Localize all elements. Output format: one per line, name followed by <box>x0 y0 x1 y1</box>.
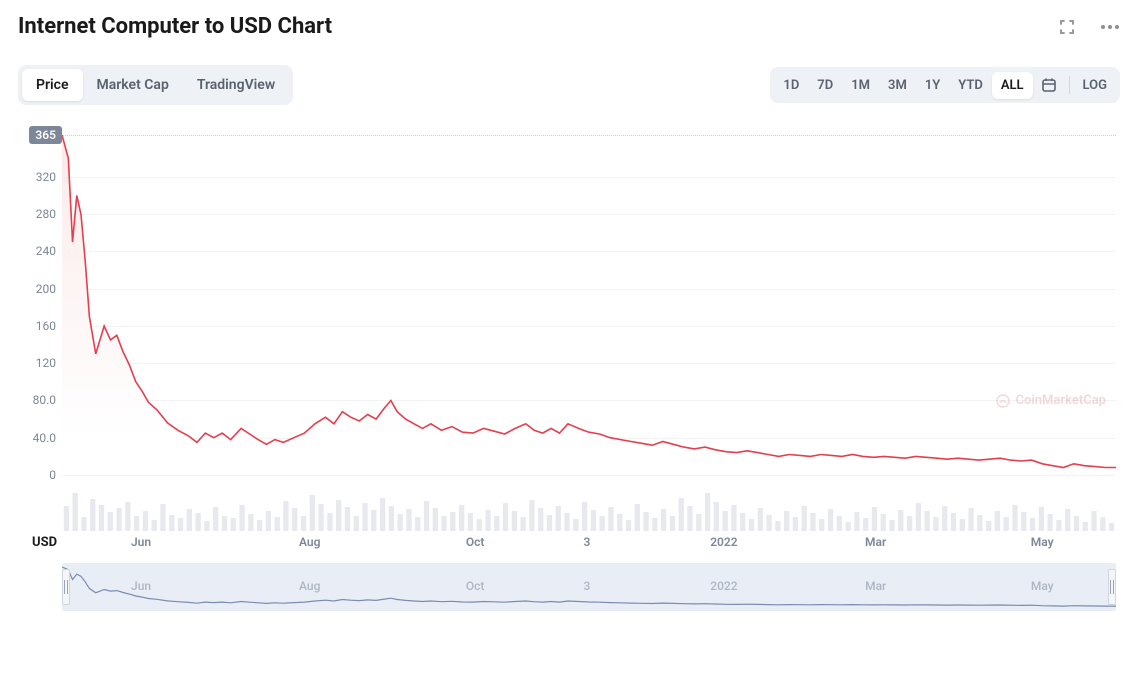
x-tick: 3 <box>583 535 590 549</box>
x-tick: Jun <box>131 535 151 549</box>
calendar-icon[interactable] <box>1033 71 1065 99</box>
overview-x-tick: Jun <box>131 579 151 593</box>
y-tick: 160 <box>36 319 56 333</box>
tab-price[interactable]: Price <box>22 69 83 101</box>
range-1y[interactable]: 1Y <box>916 72 949 99</box>
page-title: Internet Computer to USD Chart <box>18 14 332 39</box>
range-all[interactable]: ALL <box>992 72 1033 99</box>
metric-tabs: Price Market Cap TradingView <box>18 65 293 105</box>
overview-x-tick: May <box>1031 579 1054 593</box>
y-tick: 40.0 <box>33 431 56 445</box>
header: Internet Computer to USD Chart <box>18 14 1120 39</box>
more-icon[interactable] <box>1100 24 1120 30</box>
overview-x-tick: 3 <box>583 579 590 593</box>
y-tick: 120 <box>36 356 56 370</box>
x-tick: Mar <box>865 535 886 549</box>
price-chart: 040.080.0120160200240280320365 CoinMarke… <box>62 135 1116 611</box>
x-tick: Aug <box>299 535 320 549</box>
y-tick: 280 <box>36 207 56 221</box>
separator <box>1069 76 1070 94</box>
y-tick: 80.0 <box>33 393 56 407</box>
fullscreen-icon[interactable] <box>1058 18 1076 36</box>
x-tick: 2022 <box>710 535 737 549</box>
range-3m[interactable]: 3M <box>879 72 916 99</box>
x-tick: Oct <box>466 535 485 549</box>
controls: Price Market Cap TradingView 1D 7D 1M 3M… <box>18 65 1120 105</box>
range-1m[interactable]: 1M <box>842 72 879 99</box>
currency-label: USD <box>32 535 57 550</box>
volume-bars <box>62 475 1116 531</box>
overview-x-tick: 2022 <box>710 579 737 593</box>
y-tick: 200 <box>36 282 56 296</box>
overview-x-tick: Oct <box>466 579 485 593</box>
overview-x-tick: Mar <box>865 579 886 593</box>
x-tick: May <box>1031 535 1054 549</box>
overview-handle-right[interactable] <box>1108 569 1116 605</box>
y-tick: 320 <box>36 170 56 184</box>
tab-tradingview[interactable]: TradingView <box>183 69 289 101</box>
x-axis: USD JunAugOct32022MarMay <box>62 535 1116 557</box>
current-value-badge: 365 <box>29 126 62 144</box>
range-1d[interactable]: 1D <box>774 72 808 99</box>
header-actions <box>1058 18 1120 36</box>
watermark: CoinMarketCap <box>996 393 1106 408</box>
range-tabs: 1D 7D 1M 3M 1Y YTD ALL LOG <box>770 67 1120 103</box>
overview-range[interactable]: Jun Aug Oct 3 2022 Mar May <box>62 563 1116 611</box>
tab-market-cap[interactable]: Market Cap <box>83 69 183 101</box>
y-tick: 240 <box>36 244 56 258</box>
overview-handle-left[interactable] <box>62 569 70 605</box>
toggle-log[interactable]: LOG <box>1074 72 1116 99</box>
chart-area[interactable]: CoinMarketCap <box>62 135 1116 475</box>
range-ytd[interactable]: YTD <box>949 72 992 99</box>
y-tick: 0 <box>49 468 56 482</box>
range-7d[interactable]: 7D <box>808 72 842 99</box>
overview-x-tick: Aug <box>299 579 320 593</box>
